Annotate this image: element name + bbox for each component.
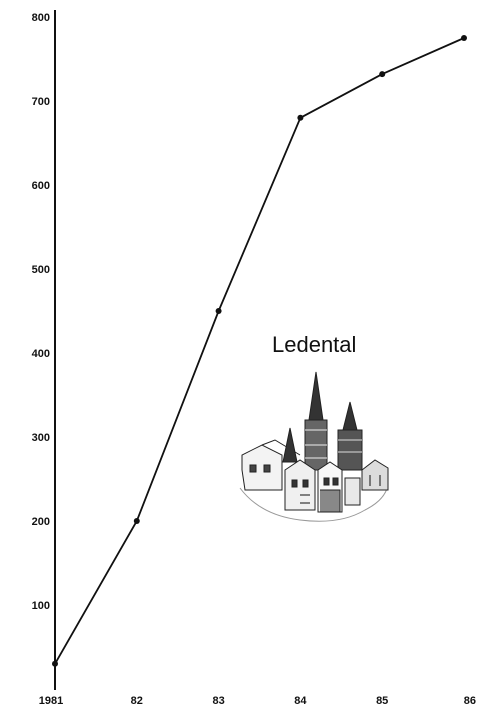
data-point-83	[215, 308, 222, 314]
data-point-1981	[52, 660, 58, 667]
x-tick-label-83: 83	[212, 695, 224, 707]
y-tick-label-100: 100	[32, 600, 50, 612]
x-tick-label-82: 82	[131, 695, 143, 707]
y-tick-label-500: 500	[32, 264, 50, 276]
data-points	[52, 35, 467, 667]
data-point-86	[461, 35, 467, 41]
x-tick-label-1981: 1981	[39, 695, 63, 707]
x-tick-label-85: 85	[376, 695, 388, 707]
series-line	[54, 37, 465, 665]
y-tick-label-600: 600	[32, 180, 50, 192]
y-tick-label-200: 200	[32, 516, 50, 528]
data-point-85	[379, 71, 386, 78]
annotation-ledental: Ledental	[272, 332, 356, 357]
church-town-illustration	[239, 371, 389, 522]
x-tick-label-84: 84	[294, 695, 307, 707]
y-tick-label-400: 400	[32, 348, 50, 360]
x-tick-label-86: 86	[464, 695, 476, 707]
data-point-84	[297, 114, 304, 121]
x-tick-labels: 1981 82 83 84 85 86	[39, 695, 476, 707]
y-tick-label-300: 300	[32, 432, 50, 444]
y-tick-labels: 100 200 300 400 500 600 700 800	[32, 12, 50, 612]
data-point-82	[133, 518, 140, 524]
y-tick-label-700: 700	[32, 96, 50, 108]
y-tick-label-800: 800	[32, 12, 50, 24]
